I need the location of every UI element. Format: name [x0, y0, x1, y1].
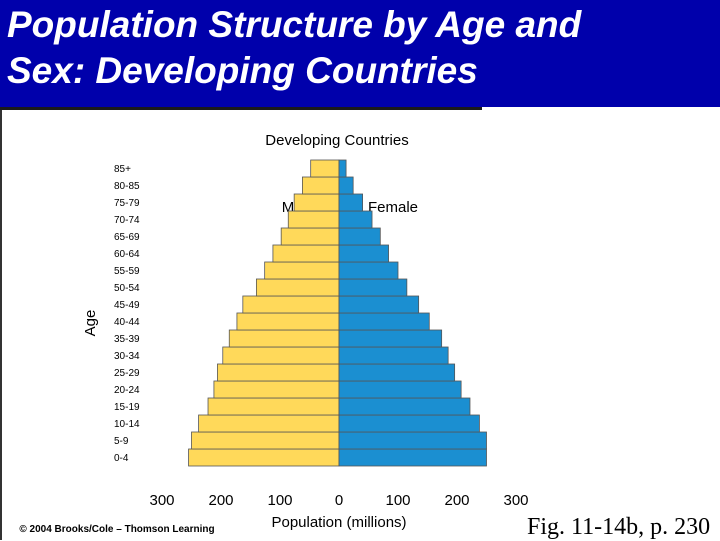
- female-bar-55-59: [338, 261, 399, 280]
- female-bar-75-79: [338, 193, 364, 212]
- age-tick-label: 15-19: [114, 402, 140, 413]
- male-bar-25-29: [217, 363, 340, 382]
- female-bar-20-24: [338, 380, 462, 399]
- x-tick-label: 200: [208, 492, 233, 509]
- male-bar-40-44: [236, 312, 340, 331]
- male-bar-80-85: [302, 176, 340, 195]
- page-title-line-2: Sex: Developing Countries: [7, 50, 478, 91]
- age-tick-label: 75-79: [114, 198, 140, 209]
- legend-female-label: Female: [368, 199, 418, 216]
- male-bar-70-74: [287, 210, 340, 229]
- female-bar-40-44: [338, 312, 430, 331]
- female-bar-65-69: [338, 227, 381, 246]
- female-bar-30-34: [338, 346, 449, 365]
- age-tick-label: 30-34: [114, 351, 140, 362]
- age-tick-label: 55-59: [114, 266, 140, 277]
- age-tick-label: 65-69: [114, 232, 140, 243]
- female-bar-35-39: [338, 329, 443, 348]
- age-tick-label: 85+: [114, 164, 131, 175]
- figure-caption: Fig. 11-14b, p. 230: [527, 514, 711, 540]
- male-bar-45-49: [242, 295, 340, 314]
- male-bar-30-34: [222, 346, 340, 365]
- male-bar-15-19: [207, 397, 340, 416]
- chart-title: Developing Countries: [265, 132, 408, 149]
- age-tick-label: 70-74: [114, 215, 140, 226]
- female-bar-50-54: [338, 278, 408, 297]
- x-tick-label: 0: [335, 492, 343, 509]
- female-bar-10-14: [338, 414, 480, 433]
- x-tick-label: 300: [149, 492, 174, 509]
- female-bar-15-19: [338, 397, 471, 416]
- male-bar-55-59: [264, 261, 340, 280]
- female-bar-0-4: [338, 448, 487, 467]
- female-bar-85+: [338, 159, 347, 178]
- female-bar-60-64: [338, 244, 389, 263]
- x-tick-label: 100: [385, 492, 410, 509]
- age-tick-label: 0-4: [114, 453, 129, 464]
- age-tick-label: 25-29: [114, 368, 140, 379]
- x-tick-label: 100: [267, 492, 292, 509]
- age-tick-label: 35-39: [114, 334, 140, 345]
- male-bar-35-39: [228, 329, 340, 348]
- female-bar-70-74: [338, 210, 373, 229]
- page-title-line-1: Population Structure by Age and: [7, 4, 582, 45]
- x-tick-label: 200: [444, 492, 469, 509]
- x-tick-label: 300: [503, 492, 528, 509]
- male-bar-50-54: [255, 278, 340, 297]
- copyright-text: © 2004 Brooks/Cole – Thomson Learning: [19, 524, 214, 535]
- male-bar-20-24: [213, 380, 340, 399]
- title-bar: Population Structure by Age and Sex: Dev…: [0, 0, 720, 107]
- male-bar-85+: [310, 159, 340, 178]
- x-axis-label: Population (millions): [271, 514, 406, 531]
- age-tick-label: 10-14: [114, 419, 140, 430]
- female-bar-80-85: [338, 176, 354, 195]
- divider-line: [0, 107, 482, 110]
- age-tick-label: 80-85: [114, 181, 140, 192]
- male-bar-10-14: [198, 414, 340, 433]
- panel-left-border: [0, 110, 2, 540]
- age-tick-label: 5-9: [114, 436, 129, 447]
- female-bar-45-49: [338, 295, 420, 314]
- age-tick-label: 50-54: [114, 283, 140, 294]
- age-tick-label: 60-64: [114, 249, 140, 260]
- y-axis-label: Age: [82, 310, 99, 337]
- female-bar-25-29: [338, 363, 456, 382]
- female-bar-5-9: [338, 431, 487, 450]
- male-bar-0-4: [188, 448, 340, 467]
- age-tick-label: 20-24: [114, 385, 140, 396]
- age-tick-label: 40-44: [114, 317, 140, 328]
- male-bar-65-69: [280, 227, 340, 246]
- male-bar-75-79: [293, 193, 340, 212]
- age-tick-label: 45-49: [114, 300, 140, 311]
- male-bar-60-64: [272, 244, 340, 263]
- male-bar-5-9: [191, 431, 340, 450]
